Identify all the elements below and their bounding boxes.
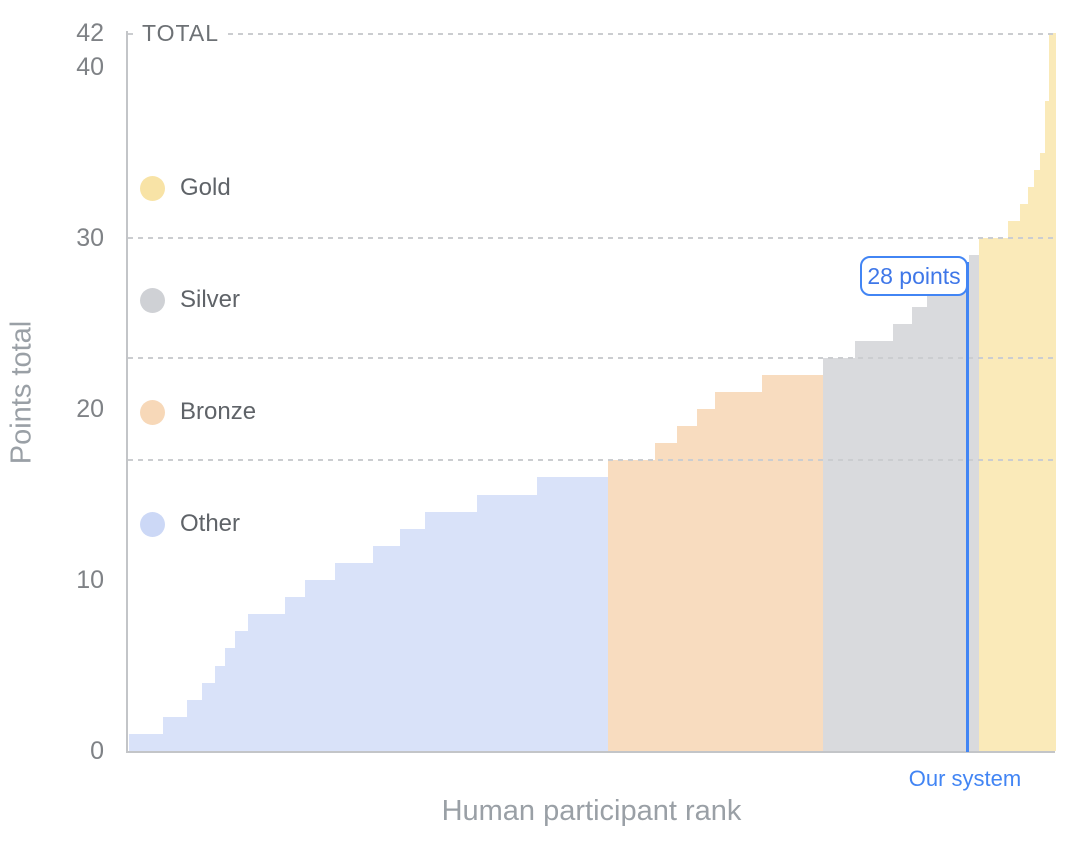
bar-segment-28pts [945, 272, 970, 751]
y-tick-30: 30 [76, 224, 104, 253]
bar-segment-31pts [1008, 221, 1021, 751]
bar-segment-5pts [215, 665, 226, 751]
bar-segment-15pts [477, 494, 538, 751]
bar-segment-2pts [163, 716, 188, 751]
bar-segment-10pts [305, 580, 336, 751]
bar-segment-20pts [697, 409, 716, 751]
y-tick-0: 0 [90, 737, 104, 765]
bar-segment-22pts [762, 374, 824, 751]
threshold-line-23 [128, 356, 1055, 359]
bar-segment-4pts [202, 682, 216, 751]
bar-segment-38pts [1045, 101, 1050, 751]
bar-segment-23pts [823, 357, 856, 751]
threshold-line-17 [128, 459, 1055, 462]
bar-segment-33pts [1028, 186, 1035, 751]
bar-segment-3pts [187, 699, 203, 751]
y-axis-ticks: 42 40 30 20 10 0 [0, 20, 104, 764]
bar-segment-18pts [655, 443, 678, 751]
bar-segment-9pts [285, 597, 306, 751]
bar-segment-19pts [677, 426, 698, 751]
y-axis-line [126, 31, 128, 753]
plot-area: TOTAL Gold Silver Bronze Other [128, 20, 1056, 751]
bar-segment-1pts [129, 733, 164, 751]
y-axis-title: Points total [5, 320, 38, 465]
bar-segment-17pts [608, 460, 656, 751]
bar-segment-11pts [335, 562, 374, 751]
bar-segment-16pts [537, 477, 609, 751]
bar-segment-13pts [400, 528, 426, 751]
score-annotation-badge: 28 points [860, 256, 968, 296]
total-line-label: TOTAL [138, 20, 227, 46]
bar-segment-29pts [969, 255, 980, 751]
legend-label-gold: Gold [180, 174, 231, 201]
legend-item-bronze: Bronze [140, 398, 256, 426]
other-swatch-icon [140, 511, 165, 537]
legend-label-other: Other [180, 510, 241, 537]
legend-item-silver: Silver [140, 286, 240, 314]
x-axis-line [126, 751, 1055, 753]
legend-item-gold: Gold [140, 174, 231, 202]
bar-segment-25pts [893, 323, 913, 751]
y-tick-10: 10 [76, 566, 104, 595]
score-annotation-text: 28 points [867, 262, 961, 289]
y-tick-42: 42 [76, 19, 104, 47]
bronze-swatch-icon [140, 399, 165, 425]
our-system-label: Our system [908, 766, 1022, 791]
silver-swatch-icon [140, 287, 165, 313]
y-tick-40: 40 [76, 53, 104, 82]
y-tick-20: 20 [76, 395, 104, 424]
our-system-marker-line [966, 262, 969, 752]
bar-segment-27pts [927, 289, 946, 751]
bar-segment-7pts [235, 631, 249, 751]
bar-segment-12pts [373, 545, 401, 751]
bar-segment-26pts [912, 306, 928, 751]
bar-segment-42pts [1049, 33, 1056, 751]
threshold-line-30 [128, 237, 1055, 240]
gold-swatch-icon [140, 175, 165, 201]
legend-label-silver: Silver [180, 286, 241, 313]
threshold-line-42 [128, 33, 1055, 35]
bar-segment-21pts [715, 392, 763, 751]
bar-segment-6pts [225, 648, 236, 751]
bar-segment-30pts [979, 238, 1009, 751]
x-axis-title: Human participant rank [441, 795, 742, 827]
legend-label-bronze: Bronze [180, 398, 257, 425]
bar-segment-24pts [855, 340, 894, 751]
bar-segment-14pts [425, 511, 478, 751]
legend-item-other: Other [140, 510, 240, 538]
bar-segment-32pts [1020, 203, 1029, 751]
bar-segment-8pts [248, 614, 286, 751]
bar-segment-35pts [1040, 152, 1046, 751]
